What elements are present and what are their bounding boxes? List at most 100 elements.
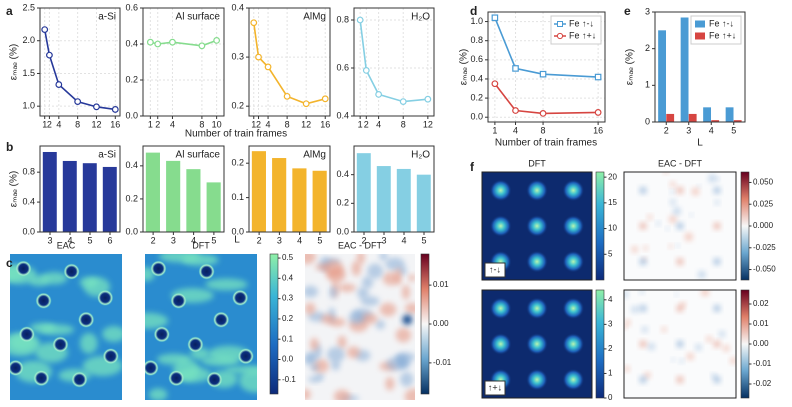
heatmap-texture: [708, 174, 717, 183]
heatmap-texture: [305, 388, 311, 400]
data-point: [154, 40, 162, 48]
heatmap-texture: [526, 179, 548, 202]
y-tick-label: 1.5: [22, 68, 35, 78]
y-tick-label: 0.2: [470, 92, 483, 102]
heatmap-texture: [624, 365, 630, 372]
colorbar-tick-label: 5: [608, 249, 613, 258]
legend-label: Fe ↑+↓: [709, 30, 736, 40]
x-tick-label: 10: [212, 119, 222, 129]
heatmap-texture: [408, 274, 415, 282]
heatmap-image: [145, 254, 257, 400]
bar: [356, 153, 371, 232]
heatmap-texture: [719, 330, 726, 338]
bar: [292, 168, 307, 232]
heatmap-texture: [639, 304, 647, 312]
x-tick-label: 2: [364, 119, 369, 129]
heatmap-texture: [331, 360, 341, 371]
plot-border: [142, 7, 225, 117]
bar: [688, 113, 697, 122]
x-axis-label: L: [697, 138, 703, 149]
heatmap-image: [624, 172, 736, 280]
heatmap-texture: [333, 389, 351, 400]
colorbar-tick-label: 0.2: [282, 314, 294, 323]
corner-box: [484, 380, 506, 396]
heatmap-texture: [686, 353, 694, 360]
heatmap-texture: [338, 283, 357, 293]
heatmap-texture: [695, 344, 702, 351]
y-tick-label: 0.4: [125, 160, 138, 170]
heatmap-texture: [148, 388, 168, 400]
bar: [703, 107, 712, 122]
bar: [416, 174, 431, 232]
heatmap-texture: [730, 357, 736, 364]
data-point: [491, 14, 499, 22]
bar: [658, 30, 667, 122]
y-tick-label: 2: [645, 43, 650, 53]
bar: [711, 120, 720, 122]
colorbar-tick-label: -0.01: [433, 358, 452, 367]
heatmap-texture: [489, 179, 512, 202]
heatmap-texture: [395, 327, 412, 343]
x-tick-label: 4: [67, 235, 72, 245]
heatmap-texture: [713, 340, 721, 348]
heatmap-texture: [684, 232, 693, 241]
heatmap-texture: [79, 276, 99, 288]
heatmap-texture: [669, 215, 677, 223]
heatmap-texture: [362, 276, 374, 289]
heatmap-texture: [647, 214, 653, 220]
panel-letter: f: [470, 160, 475, 174]
heatmap-texture: [679, 358, 684, 364]
heatmap-texture: [198, 263, 215, 280]
heatmap-texture: [716, 177, 720, 181]
heatmap-texture: [305, 285, 319, 298]
heatmap-image: [482, 172, 592, 280]
heatmap-texture: [309, 337, 319, 351]
heatmap-texture: [71, 371, 88, 388]
heatmap-texture: [404, 388, 415, 400]
plot-frame: [354, 8, 434, 116]
heatmap-texture: [661, 326, 667, 332]
heatmap-texture: [639, 258, 647, 266]
x-tick-label: 8: [401, 119, 406, 129]
heatmap-texture: [562, 297, 585, 320]
colorbar-tick-label: 0: [608, 393, 613, 402]
heatmap-texture: [562, 368, 585, 391]
corner-label: ↑+↓: [488, 382, 502, 392]
y-tick-label: 1: [645, 80, 650, 90]
heatmap-image: [482, 290, 592, 398]
x-tick-label: 5: [211, 235, 216, 245]
bar: [166, 160, 181, 232]
heatmap-texture: [326, 346, 345, 363]
y-tick-label: 0.2: [125, 74, 138, 84]
plot-border: [248, 7, 331, 117]
heatmap-texture: [526, 215, 548, 237]
x-tick-label: 4: [191, 235, 196, 245]
y-tick-label: 0.1: [231, 192, 244, 202]
bar: [42, 151, 57, 232]
x-tick-label: 3: [171, 235, 176, 245]
x-tick-label: 12: [423, 119, 433, 129]
heatmap-texture: [357, 287, 369, 299]
data-point: [362, 66, 370, 74]
heatmap-texture: [305, 254, 316, 265]
colorbar-tick-label: 3: [608, 319, 613, 328]
y-axis-label: εₘₐₑ (%): [459, 49, 470, 85]
heatmap-texture: [308, 376, 322, 383]
colorbar-tick-label: 0.00: [753, 339, 769, 348]
data-point: [594, 109, 602, 116]
heatmap-texture: [206, 371, 223, 388]
heatmap-texture: [673, 207, 681, 216]
colorbar-tick-label: -0.02: [753, 379, 772, 388]
x-tick-label: 5: [421, 235, 426, 245]
heatmap-texture: [367, 263, 384, 279]
x-tick-label: 1: [251, 119, 256, 129]
x-axis-label: L: [234, 235, 240, 246]
heatmap-texture: [676, 222, 684, 230]
heatmap-texture: [644, 372, 651, 379]
heatmap-texture: [150, 260, 167, 277]
y-tick-label: 3: [645, 6, 650, 16]
heatmap-texture: [156, 353, 192, 365]
heatmap-texture: [158, 254, 201, 263]
heatmap-texture: [639, 290, 645, 294]
colorbar: [269, 253, 279, 395]
